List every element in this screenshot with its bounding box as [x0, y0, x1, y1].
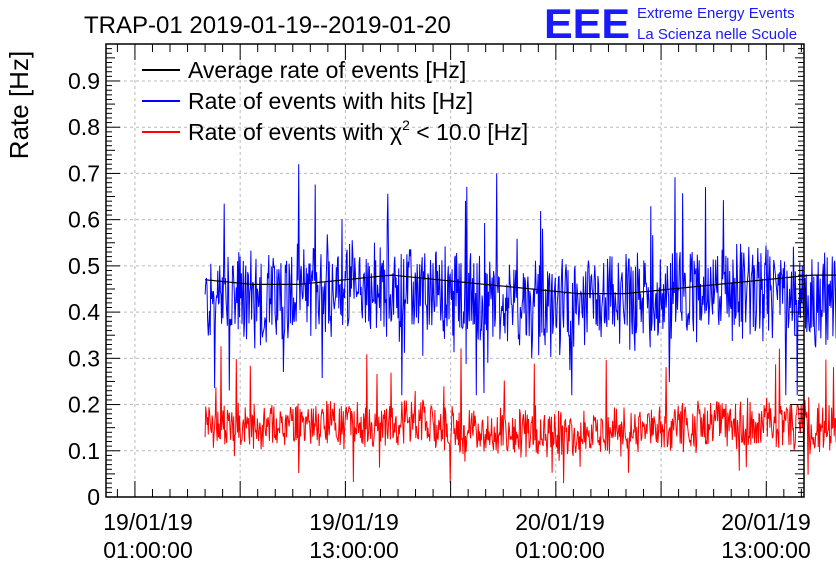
x-axis-ticks: 19/01/1901:00:0019/01/1913:00:0020/01/19…: [103, 44, 811, 563]
chart-title: TRAP-01 2019-01-19--2019-01-20: [84, 12, 451, 39]
y-tick-label: 0.4: [68, 299, 100, 325]
y-tick-label: 0: [87, 484, 100, 510]
x-tick-label-time: 01:00:00: [515, 537, 605, 563]
y-tick-label: 0.5: [68, 253, 100, 279]
y-tick-label: 0.7: [68, 160, 100, 186]
y-tick-label: 0.8: [68, 114, 100, 140]
eee-logo-line2: La Scienza nelle Scuole: [637, 26, 797, 43]
y-tick-label: 0.6: [68, 207, 100, 233]
x-tick-label-date: 19/01/19: [103, 509, 193, 535]
eee-logo-line1: Extreme Energy Events: [637, 5, 795, 22]
legend-label: Rate of events with χ2 < 10.0 [Hz]: [188, 117, 528, 145]
series-chi2-line: [204, 346, 836, 484]
legend-label: Rate of events with hits [Hz]: [188, 88, 473, 114]
eee-logo-mark: EEE: [544, 0, 630, 47]
x-tick-label-date: 19/01/19: [309, 509, 399, 535]
y-tick-label: 0.1: [68, 438, 100, 464]
y-axis-label: Rate [Hz]: [4, 51, 34, 159]
series-hits-line: [204, 164, 836, 396]
y-tick-label: 0.2: [68, 392, 100, 418]
eee-logo: EEE Extreme Energy Events La Scienza nel…: [544, 0, 797, 47]
x-tick-label-time: 13:00:00: [721, 537, 811, 563]
series-average-line: [205, 274, 836, 295]
y-tick-label: 0.3: [68, 345, 100, 371]
series-layer: [204, 164, 836, 484]
legend-label: Average rate of events [Hz]: [188, 57, 466, 83]
y-tick-label: 0.9: [68, 68, 100, 94]
x-tick-label-time: 01:00:00: [103, 537, 193, 563]
x-tick-label-date: 20/01/19: [721, 509, 811, 535]
x-tick-label-time: 13:00:00: [309, 537, 399, 563]
y-axis-ticks: 0 0.1 0.2 0.3 0.4 0.5 0.6 0.7 0.8 0.9: [68, 43, 804, 510]
legend: Average rate of events [Hz] Rate of event…: [142, 57, 528, 145]
x-tick-label-date: 20/01/19: [515, 509, 605, 535]
